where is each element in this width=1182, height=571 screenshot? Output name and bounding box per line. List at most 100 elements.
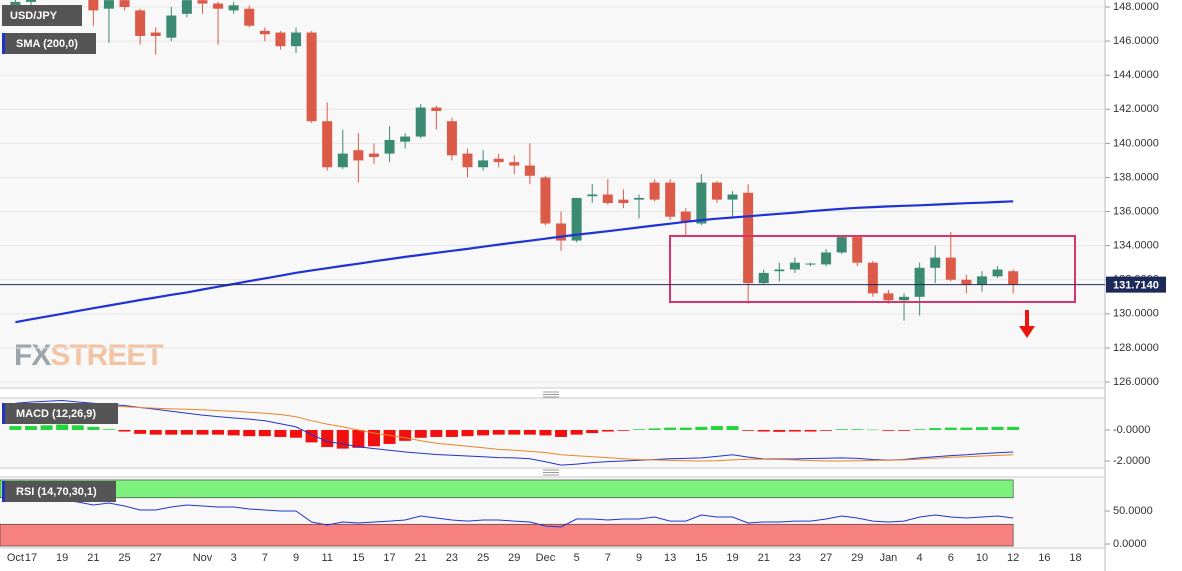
macd-histogram-bar xyxy=(710,426,723,430)
range-box xyxy=(669,235,1076,303)
candle-body xyxy=(275,32,286,47)
candle-body xyxy=(805,263,816,265)
x-tick-label: 3 xyxy=(231,552,237,564)
macd-histogram-bar xyxy=(71,425,84,430)
candle-body xyxy=(228,5,239,11)
legend-sma: SMA (200,0) xyxy=(16,38,78,50)
watermark: FXSTREET xyxy=(14,339,163,372)
macd-histogram-bar xyxy=(492,429,505,435)
y-tick-label: -0.0000 xyxy=(1113,424,1150,436)
candle-body xyxy=(649,182,660,200)
last-price-label: 131.7140 xyxy=(1113,280,1159,292)
macd-histogram-bar xyxy=(773,429,786,432)
x-tick-label: 15 xyxy=(695,552,707,564)
legend-macd: MACD (12,26,9) xyxy=(16,408,96,420)
rsi-plot xyxy=(0,479,1014,547)
panel-handle[interactable] xyxy=(543,391,559,398)
legend-rsi: RSI (14,70,30,1) xyxy=(16,486,97,498)
candle-body xyxy=(88,0,99,11)
macd-histogram-bar xyxy=(477,429,490,436)
macd-histogram-bar xyxy=(321,429,334,448)
candle-body xyxy=(181,0,192,14)
x-tick-label: Oct xyxy=(7,552,24,564)
x-tick-label: 15 xyxy=(352,552,364,564)
x-tick-label: 27 xyxy=(820,552,832,564)
x-tick-label: 18 xyxy=(1069,552,1081,564)
macd-histogram-bar xyxy=(9,426,22,430)
macd-histogram-bar xyxy=(866,429,879,431)
y-tick-label: 126.0000 xyxy=(1113,376,1159,388)
macd-histogram-bar xyxy=(336,429,349,449)
x-tick-label: 9 xyxy=(636,552,642,564)
macd-histogram-bar xyxy=(804,429,817,432)
legend-box[interactable] xyxy=(2,481,116,502)
macd-histogram-bar xyxy=(882,429,895,431)
macd-histogram-bar xyxy=(461,429,474,437)
main-panel xyxy=(0,0,1105,388)
macd-histogram-bar xyxy=(523,429,536,435)
macd-histogram-bar xyxy=(243,429,256,437)
x-tick-label: 25 xyxy=(477,552,489,564)
x-tick-label: 13 xyxy=(664,552,676,564)
legend-box[interactable] xyxy=(2,403,118,424)
candle-body xyxy=(166,15,177,38)
legend-swatch xyxy=(2,403,5,424)
macd-histogram-bar xyxy=(274,429,287,437)
x-tick-label: 23 xyxy=(446,552,458,564)
x-tick-label: 17 xyxy=(25,552,37,564)
macd-histogram-bar xyxy=(633,429,645,430)
macd-line xyxy=(15,399,1014,466)
candle-body xyxy=(883,293,894,301)
macd-histogram-bar xyxy=(757,429,770,432)
y-tick-label: -2.0000 xyxy=(1113,455,1150,467)
macd-histogram-bar xyxy=(165,429,178,435)
legend-swatch xyxy=(2,33,5,54)
x-tick-label: 9 xyxy=(293,552,299,564)
macd-histogram-bar xyxy=(196,429,209,435)
candle-body xyxy=(634,197,644,200)
legend-box[interactable] xyxy=(2,5,82,26)
panel-handle[interactable] xyxy=(543,469,559,476)
candle-body xyxy=(992,269,1003,277)
candle-body xyxy=(25,0,36,2)
macd-histogram-bar xyxy=(102,429,115,430)
candle-body xyxy=(431,107,442,111)
macd-histogram-bar xyxy=(835,429,848,430)
candle-body xyxy=(493,158,504,163)
candle-body xyxy=(899,296,910,301)
macd-histogram-bar xyxy=(601,429,614,432)
macd-histogram-bar xyxy=(383,429,396,444)
x-tick-label: 5 xyxy=(574,552,580,564)
candle-body xyxy=(400,136,411,142)
candle-body xyxy=(244,8,255,26)
candle-body xyxy=(135,10,146,36)
macd-histogram-bar xyxy=(820,429,833,431)
macd-histogram-bar xyxy=(648,428,661,430)
candle-body xyxy=(665,182,676,217)
y-tick-label: 130.0000 xyxy=(1113,308,1159,320)
macd-histogram-bar xyxy=(290,429,303,438)
candle-body xyxy=(789,262,800,270)
x-tick-label: 10 xyxy=(976,552,988,564)
candle-body xyxy=(602,194,613,204)
y-tick-label: 138.0000 xyxy=(1113,171,1159,183)
macd-histogram-bar xyxy=(570,429,583,435)
legend: USD/JPY SMA (200,0) MACD (12,26,9) RSI (… xyxy=(2,5,118,502)
candle-body xyxy=(322,121,333,168)
candle-body xyxy=(509,162,520,166)
x-tick-label: 6 xyxy=(948,552,954,564)
legend-box[interactable] xyxy=(2,33,96,54)
candle-body xyxy=(103,0,114,9)
legend-swatch xyxy=(2,481,5,502)
candle-body xyxy=(852,237,863,263)
candle-body xyxy=(524,165,535,176)
macd-histogram-bar xyxy=(352,429,365,448)
candle-body xyxy=(337,153,348,168)
candle-body xyxy=(836,237,847,253)
candle-body xyxy=(821,252,832,265)
macd-histogram-bar xyxy=(149,429,162,435)
candle-body xyxy=(368,153,379,158)
y-tick-label: 140.0000 xyxy=(1113,137,1159,149)
macd-histogram-bar xyxy=(118,429,131,432)
